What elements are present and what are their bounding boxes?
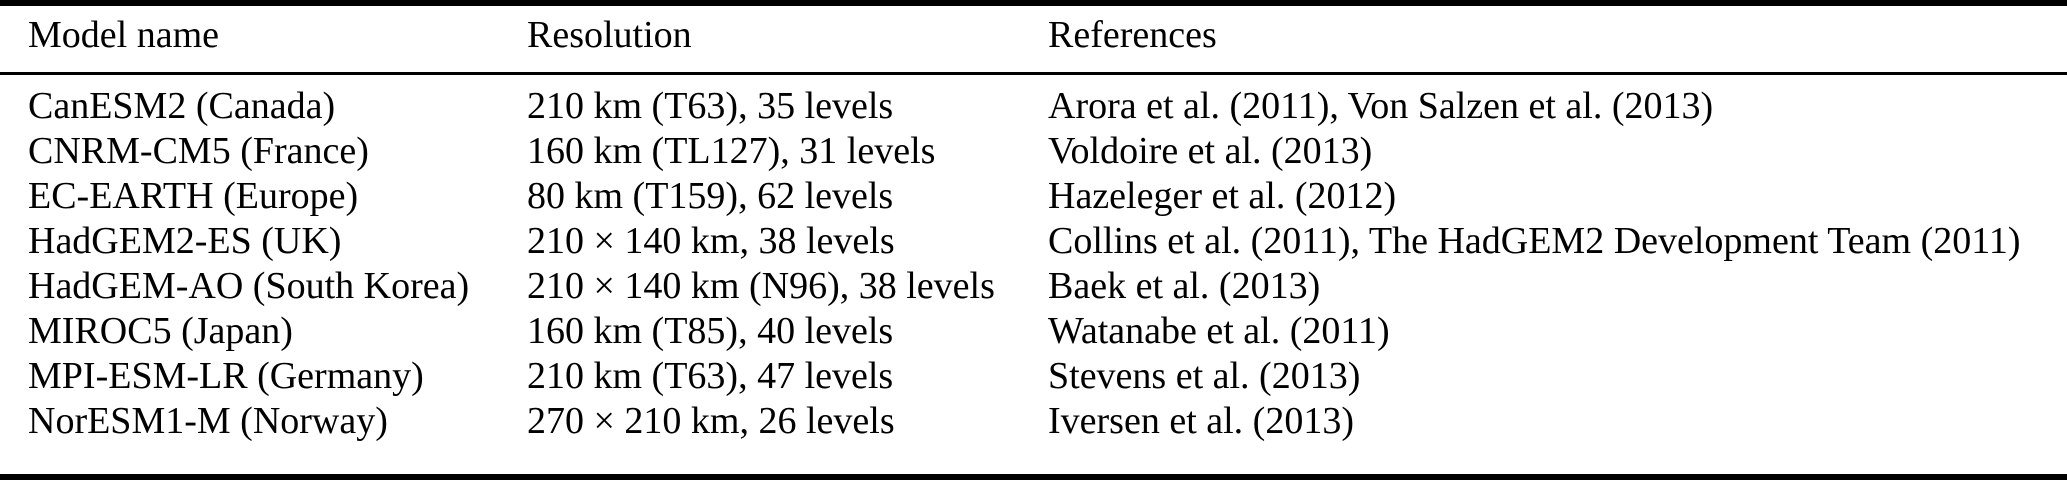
references-cell: Arora et al. (2011), Von Salzen et al. (…: [1048, 85, 1714, 127]
table-row: MPI-ESM-LR (Germany) 210 km (T63), 47 le…: [0, 354, 2067, 399]
table-row: EC-EARTH (Europe) 80 km (T159), 62 level…: [0, 174, 2067, 219]
resolution-cell: 210 × 140 km, 38 levels: [527, 220, 895, 262]
resolution-cell: 210 km (T63), 35 levels: [527, 85, 894, 127]
resolution-cell: 80 km (T159), 62 levels: [527, 175, 894, 217]
references-cell: Stevens et al. (2013): [1048, 355, 1361, 397]
column-header-resolution: Resolution: [527, 6, 1048, 75]
model-name-cell: EC-EARTH (Europe): [28, 175, 359, 217]
table-row: HadGEM2-ES (UK) 210 × 140 km, 38 levels …: [0, 219, 2067, 264]
resolution-cell: 160 km (TL127), 31 levels: [527, 130, 936, 172]
references-cell: Watanabe et al. (2011): [1048, 310, 1390, 352]
references-cell: Voldoire et al. (2013): [1048, 130, 1373, 172]
model-name-cell: HadGEM-AO (South Korea): [28, 265, 470, 307]
references-cell: Baek et al. (2013): [1048, 265, 1321, 307]
table-row: CanESM2 (Canada) 210 km (T63), 35 levels…: [0, 74, 2067, 130]
model-name-cell: NorESM1-M (Norway): [28, 400, 388, 442]
table-top-rule: [0, 0, 2067, 6]
column-header-model-name: Model name: [0, 6, 527, 75]
resolution-cell: 210 km (T63), 47 levels: [527, 355, 894, 397]
column-header-references: References: [1048, 6, 2067, 75]
model-name-cell: MIROC5 (Japan): [28, 310, 293, 352]
table-row: MIROC5 (Japan) 160 km (T85), 40 levels W…: [0, 309, 2067, 354]
references-cell: Hazeleger et al. (2012): [1048, 175, 1397, 217]
model-table: Model name Resolution References CanESM2…: [0, 6, 2067, 444]
table-header-row: Model name Resolution References: [0, 6, 2067, 75]
model-name-cell: MPI-ESM-LR (Germany): [28, 355, 424, 397]
model-name-cell: CanESM2 (Canada): [28, 85, 336, 127]
references-cell: Collins et al. (2011), The HadGEM2 Devel…: [1048, 220, 2021, 262]
table-row: CNRM-CM5 (France) 160 km (TL127), 31 lev…: [0, 129, 2067, 174]
resolution-cell: 270 × 210 km, 26 levels: [527, 400, 895, 442]
table-bottom-rule: [0, 474, 2067, 480]
resolution-cell: 210 × 140 km (N96), 38 levels: [527, 265, 995, 307]
table-row: HadGEM-AO (South Korea) 210 × 140 km (N9…: [0, 264, 2067, 309]
table-row: NorESM1-M (Norway) 270 × 210 km, 26 leve…: [0, 399, 2067, 444]
resolution-cell: 160 km (T85), 40 levels: [527, 310, 894, 352]
model-name-cell: CNRM-CM5 (France): [28, 130, 369, 172]
model-name-cell: HadGEM2-ES (UK): [28, 220, 342, 262]
references-cell: Iversen et al. (2013): [1048, 400, 1354, 442]
